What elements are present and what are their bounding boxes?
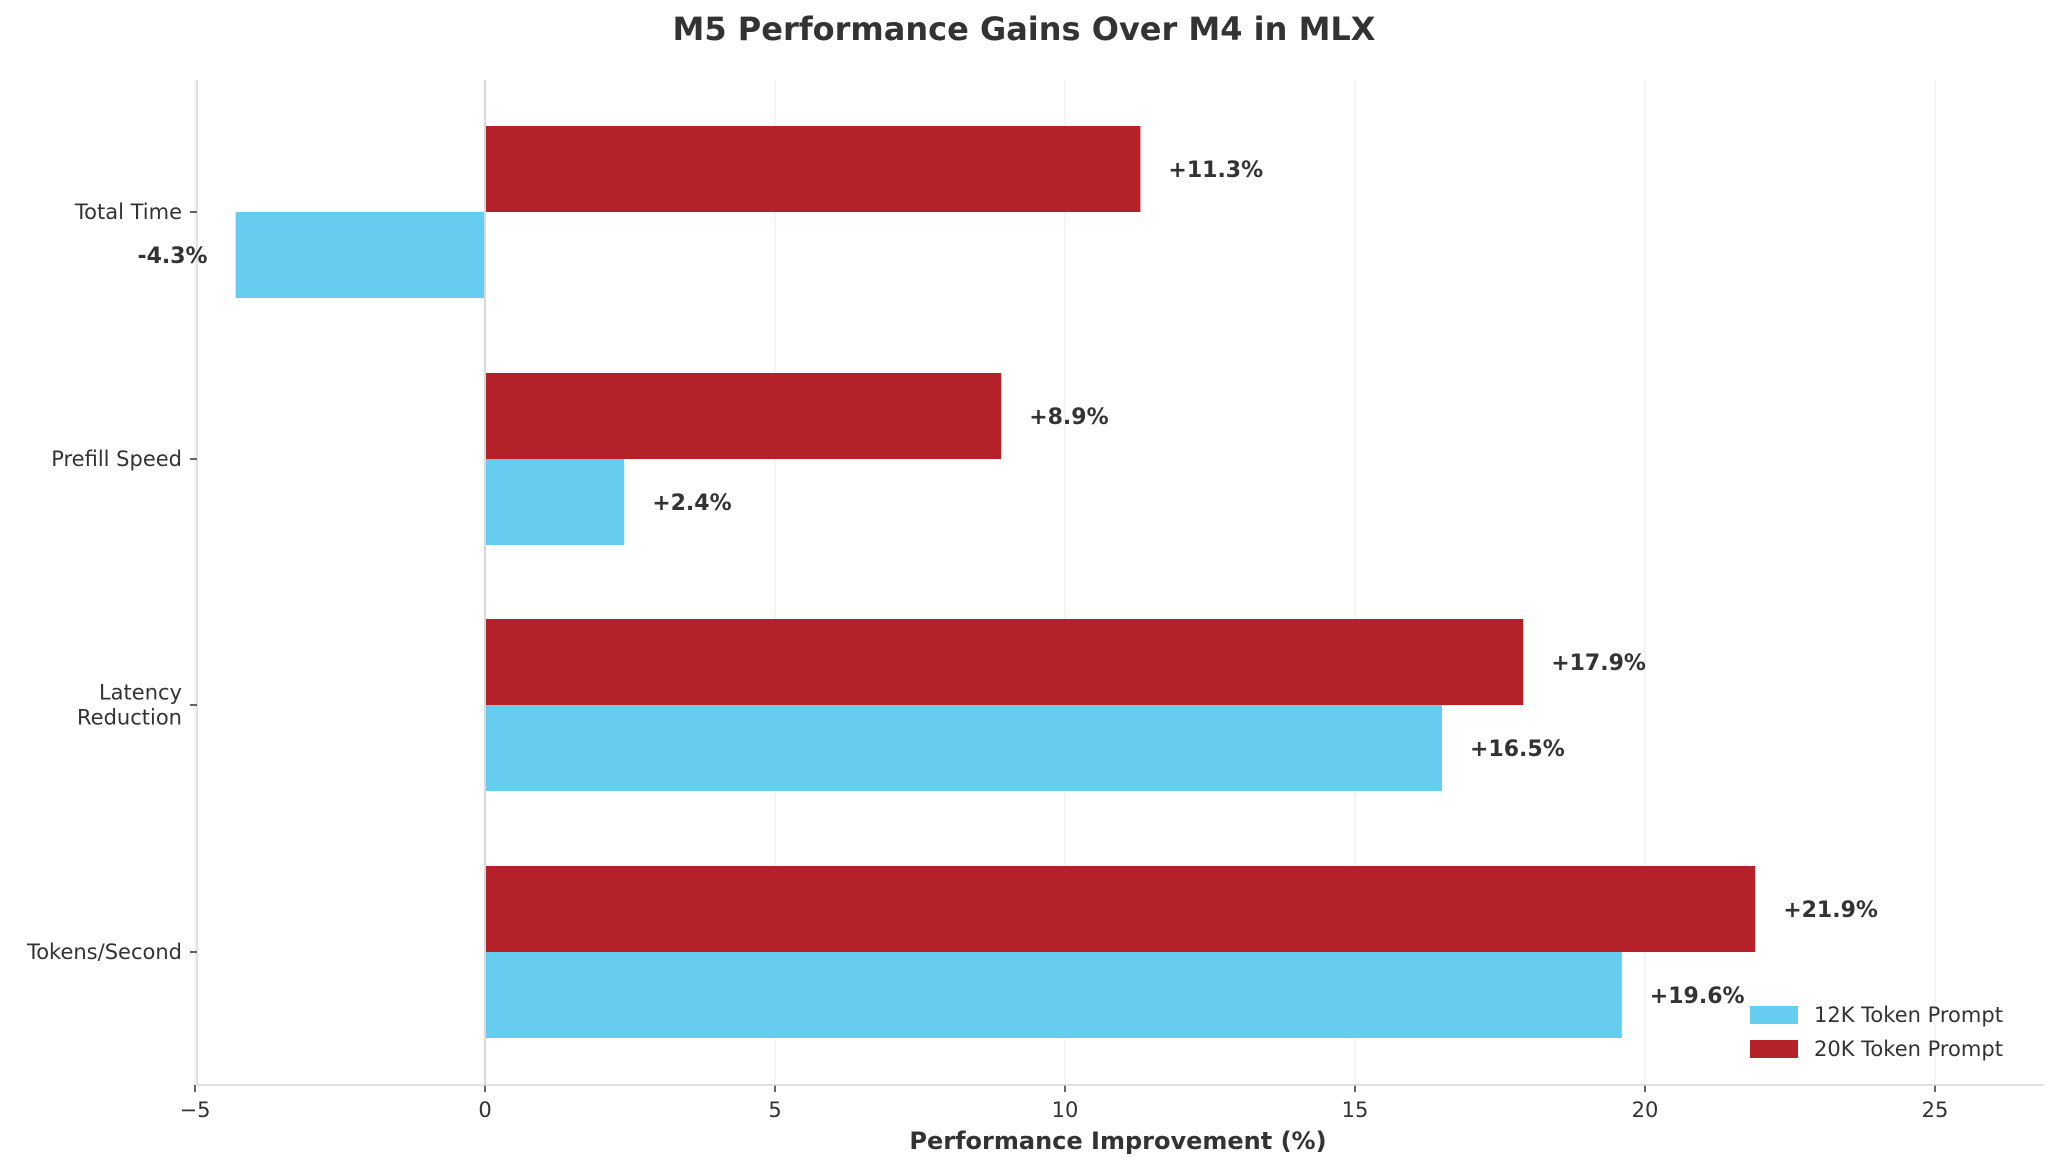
x-tick-label: 5 — [768, 1098, 781, 1122]
y-tick-label: Total Time — [74, 200, 182, 224]
bar-20k — [485, 373, 1002, 459]
data-label: +19.6% — [1650, 984, 1745, 1009]
bar-12k — [485, 705, 1442, 791]
bar-20k — [485, 619, 1524, 705]
data-label: +16.5% — [1470, 737, 1565, 762]
x-tick-label: −5 — [180, 1098, 211, 1122]
legend-label: 20K Token Prompt — [1814, 1037, 2003, 1061]
chart-title: M5 Performance Gains Over M4 in MLX — [673, 10, 1376, 48]
data-labels: -4.3% +2.4% +16.5% +19.6% +11.3% +8.9% +17.9% +… — [137, 158, 1878, 1009]
legend-swatch — [1750, 1006, 1798, 1024]
y-tick-label: Prefill Speed — [51, 447, 182, 471]
data-label: +21.9% — [1783, 898, 1878, 923]
y-tick-label: Tokens/Second — [26, 940, 182, 964]
grid-lines — [194, 80, 1936, 1085]
bar-20k — [485, 126, 1141, 212]
bar-12k — [235, 212, 485, 298]
axes: −5 0 5 10 15 20 25 Total Time Prefill Speed Laten… — [26, 80, 2044, 1122]
legend-swatch — [1750, 1040, 1798, 1058]
x-tick-label: 10 — [1052, 1098, 1079, 1122]
x-tick-label: 0 — [478, 1098, 491, 1122]
data-label: +11.3% — [1168, 158, 1263, 183]
data-label: +17.9% — [1551, 651, 1646, 676]
bar-12k — [485, 952, 1622, 1038]
x-tick-label: 15 — [1342, 1098, 1369, 1122]
x-tick-label: 25 — [1922, 1098, 1949, 1122]
bar-12k — [485, 459, 625, 545]
data-label: +8.9% — [1029, 405, 1108, 430]
data-label: -4.3% — [137, 244, 207, 269]
legend-label: 12K Token Prompt — [1814, 1003, 2003, 1027]
data-label: +2.4% — [652, 491, 731, 516]
x-tick-label: 20 — [1632, 1098, 1659, 1122]
x-axis-label: Performance Improvement (%) — [909, 1127, 1326, 1155]
legend: 12K Token Prompt 20K Token Prompt — [1750, 1003, 2003, 1061]
bars — [235, 126, 1756, 1038]
y-tick-label: Latency Reduction — [77, 681, 182, 730]
bar-20k — [485, 866, 1756, 952]
